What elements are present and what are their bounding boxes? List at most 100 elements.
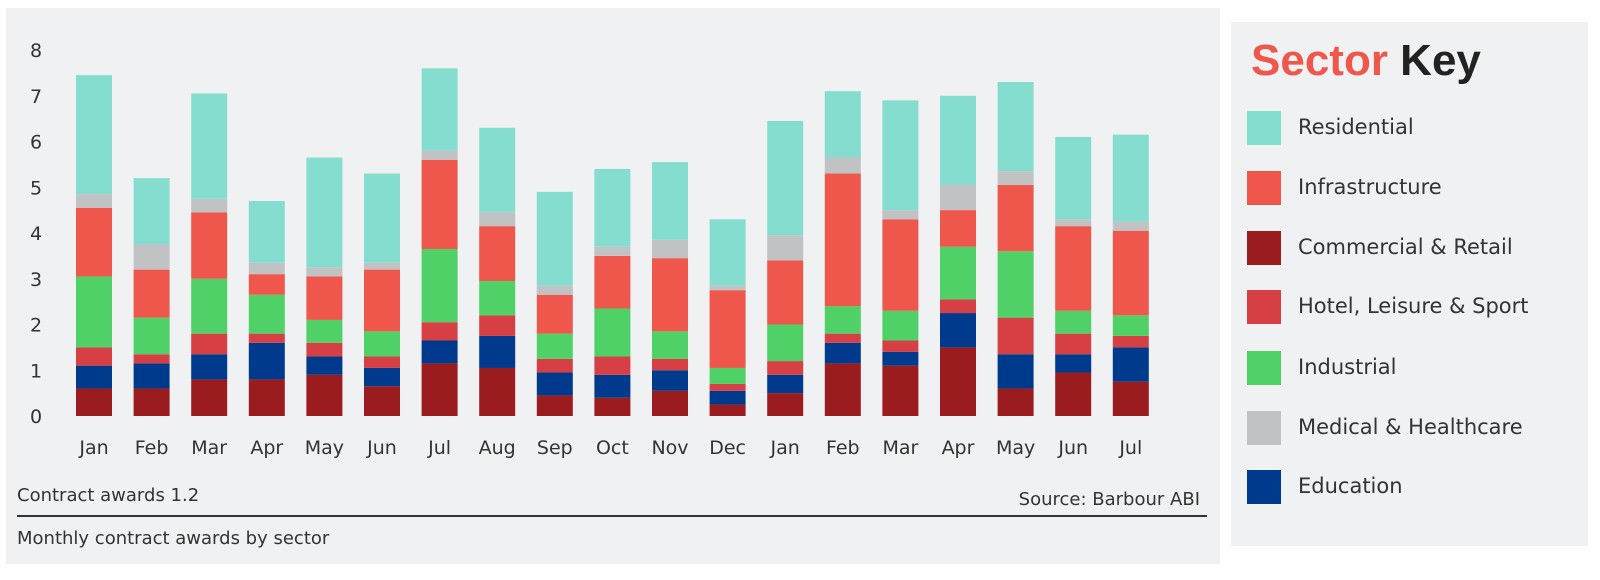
- bar-segment: [652, 258, 688, 332]
- bar-segment: [421, 159, 458, 250]
- bar-segment: [191, 278, 228, 334]
- x-tick-label: Mar: [882, 437, 918, 459]
- legend-swatch: [1247, 290, 1281, 324]
- legend-title: Sector Key: [1251, 36, 1481, 86]
- bar-segment: [306, 276, 343, 320]
- bar-segment: [76, 365, 112, 389]
- bar-segment: [421, 363, 458, 416]
- bar-segment: [997, 82, 1034, 172]
- bar-segment: [767, 235, 804, 261]
- x-tick-label: Jun: [1057, 437, 1088, 459]
- bar-segment: [306, 374, 343, 416]
- caption-divider: [17, 515, 1207, 517]
- bar-segment: [421, 249, 458, 323]
- y-tick-label: 4: [30, 223, 42, 245]
- x-tick-label: Jul: [427, 437, 451, 459]
- bar-segment: [133, 354, 170, 364]
- bar-segment: [76, 347, 112, 366]
- bar-segment: [191, 379, 228, 416]
- bar-segment: [940, 347, 976, 416]
- bar-segment: [940, 246, 976, 300]
- x-tick-label: Feb: [135, 437, 169, 459]
- bar-segment: [133, 388, 170, 416]
- bar-segment: [882, 210, 919, 220]
- x-tick-label: Apr: [250, 437, 283, 459]
- bar-segment: [479, 367, 516, 416]
- bar-segment: [940, 210, 976, 247]
- bar-segment: [940, 184, 976, 211]
- legend-swatch: [1247, 411, 1281, 445]
- bar-segment: [997, 317, 1034, 355]
- bar-segment: [421, 68, 458, 151]
- bar-segment: [306, 342, 343, 357]
- x-tick-label: Nov: [651, 437, 688, 459]
- legend-label: Education: [1298, 474, 1403, 498]
- bar-segment: [364, 173, 400, 263]
- bar-segment: [709, 367, 746, 384]
- bar-segment: [882, 219, 919, 311]
- bar-segment: [940, 299, 976, 314]
- bar-segment: [191, 212, 228, 279]
- bar-segment: [824, 333, 861, 343]
- legend-swatch: [1247, 351, 1281, 385]
- legend-label: Commercial & Retail: [1298, 235, 1513, 259]
- bar-segment: [997, 184, 1034, 252]
- bar-segment: [594, 374, 631, 398]
- legend-label: Industrial: [1298, 355, 1397, 379]
- bar-segment: [364, 367, 400, 387]
- bar-segment: [191, 333, 228, 355]
- legend-swatch: [1247, 111, 1281, 145]
- bar-segment: [594, 397, 631, 416]
- bar-segment: [652, 162, 688, 240]
- bar-segment: [248, 200, 285, 263]
- bar-segment: [133, 178, 170, 245]
- x-tick-label: Jul: [1118, 437, 1142, 459]
- bar-segment: [767, 120, 804, 236]
- bar-segment: [1055, 136, 1092, 220]
- bar-segment: [248, 379, 285, 416]
- x-tick-label: May: [996, 437, 1035, 459]
- y-tick-label: 8: [30, 40, 42, 62]
- x-tick-label: Apr: [942, 437, 975, 459]
- bar-segment: [1055, 372, 1092, 416]
- bar-segment: [306, 319, 343, 343]
- bar-segment: [364, 269, 400, 332]
- legend-swatch: [1247, 231, 1281, 265]
- bar-segment: [76, 194, 112, 208]
- bar-segment: [997, 354, 1034, 389]
- bar-segment: [652, 390, 688, 416]
- bar-segment: [882, 340, 919, 352]
- bar-segment: [767, 324, 804, 362]
- bar-segment: [767, 361, 804, 375]
- bar-segment: [824, 91, 861, 158]
- bar-segment: [479, 226, 516, 282]
- bar-segment: [133, 269, 170, 318]
- bar-segment: [248, 333, 285, 343]
- bar-segment: [191, 354, 228, 380]
- y-tick-label: 1: [30, 360, 42, 382]
- bar-segment: [824, 306, 861, 334]
- x-tick-label: Mar: [191, 437, 227, 459]
- bar-segment: [191, 93, 228, 199]
- bar-segment: [709, 285, 746, 291]
- bar-segment: [824, 173, 861, 307]
- bar-segment: [997, 388, 1034, 416]
- bar-segment: [536, 285, 573, 295]
- legend-title-accent: Sector: [1251, 36, 1388, 85]
- bar-segment: [594, 255, 631, 309]
- bar-segment: [709, 390, 746, 405]
- bar-segment: [364, 262, 400, 270]
- y-tick-label: 7: [30, 86, 42, 108]
- bar-segment: [1112, 315, 1149, 336]
- bar-segment: [191, 198, 228, 213]
- x-tick-label: Jan: [770, 437, 800, 459]
- bar-segment: [824, 363, 861, 416]
- bar-segment: [824, 342, 861, 364]
- bar-segment: [536, 372, 573, 396]
- bar-segment: [767, 260, 804, 325]
- bar-segment: [1055, 219, 1092, 227]
- bar-segment: [652, 331, 688, 359]
- bar-segment: [767, 374, 804, 394]
- bar-segment: [536, 333, 573, 359]
- chart-subtitle: Monthly contract awards by sector: [17, 528, 330, 549]
